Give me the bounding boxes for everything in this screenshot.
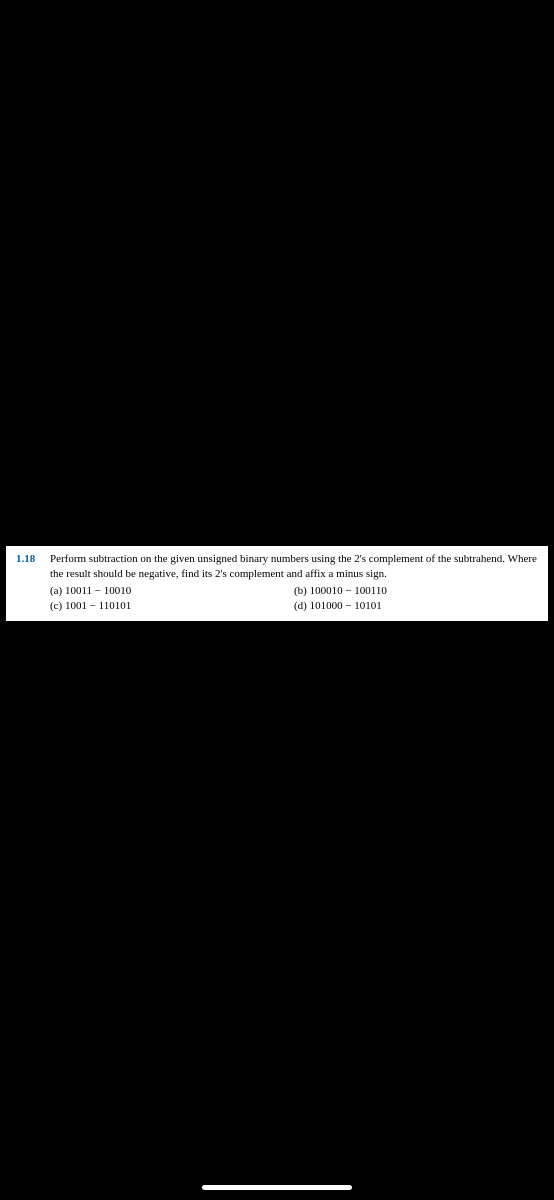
subpart-d-label: (d) [294, 600, 307, 612]
home-indicator [202, 1185, 352, 1190]
subparts-col-left: (a) 10011 − 10010 (c) 1001 − 110101 [50, 584, 294, 614]
subpart-d: (d) 101000 − 10101 [294, 599, 538, 614]
subpart-b: (b) 100010 − 100110 [294, 584, 538, 599]
subpart-c: (c) 1001 − 110101 [50, 599, 294, 614]
subpart-c-expr: 1001 − 110101 [65, 600, 131, 612]
problem-header-row: 1.18 Perform subtraction on the given un… [16, 552, 538, 582]
subparts-grid: (a) 10011 − 10010 (c) 1001 − 110101 (b) … [50, 584, 538, 614]
subpart-a: (a) 10011 − 10010 [50, 584, 294, 599]
subpart-b-label: (b) [294, 585, 307, 597]
subparts-col-right: (b) 100010 − 100110 (d) 101000 − 10101 [294, 584, 538, 614]
problem-statement: Perform subtraction on the given unsigne… [50, 552, 538, 582]
subpart-a-expr: 10011 − 10010 [65, 585, 131, 597]
subpart-d-expr: 101000 − 10101 [310, 600, 382, 612]
subpart-c-label: (c) [50, 600, 62, 612]
problem-block: 1.18 Perform subtraction on the given un… [6, 546, 548, 621]
subpart-b-expr: 100010 − 100110 [310, 585, 387, 597]
problem-number: 1.18 [16, 552, 50, 567]
subpart-a-label: (a) [50, 585, 62, 597]
